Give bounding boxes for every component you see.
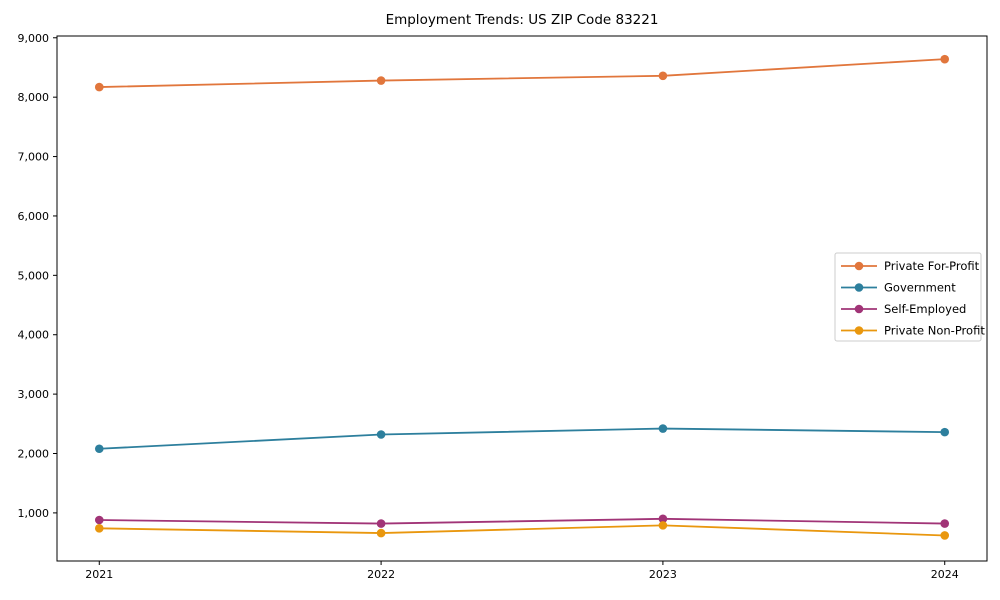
y-axis-tick-label: 3,000 [18, 388, 50, 401]
data-point-private-for-profit [940, 54, 950, 64]
y-axis-tick-label: 1,000 [18, 507, 50, 520]
legend-label: Private Non-Profit [884, 324, 985, 338]
legend-marker-icon [854, 304, 864, 314]
x-axis-tick-label: 2021 [85, 568, 113, 581]
plot-border [56, 35, 988, 562]
x-axis-tick-label: 2024 [931, 568, 959, 581]
data-point-government [376, 430, 386, 439]
series-private-non-profit [94, 521, 950, 540]
y-axis-tick-label: 7,000 [18, 151, 50, 164]
legend-label: Self-Employed [884, 302, 966, 316]
data-point-private-non-profit [658, 521, 668, 530]
data-point-self-employed [658, 514, 668, 524]
data-point-government [658, 424, 668, 433]
data-point-private-for-profit [658, 71, 668, 81]
y-axis-tick-label: 9,000 [18, 32, 50, 45]
data-point-self-employed [94, 515, 104, 525]
data-point-private-non-profit [94, 524, 104, 533]
series-line-private-for-profit [99, 58, 945, 88]
chart-title: Employment Trends: US ZIP Code 83221 [386, 12, 659, 28]
series-line-government [99, 427, 945, 450]
y-axis-tick-label: 5,000 [18, 269, 50, 282]
legend-box [834, 252, 982, 342]
x-axis-tick-label: 2023 [649, 568, 677, 581]
legend-marker-icon [854, 261, 864, 271]
y-axis-tick-label: 6,000 [18, 210, 50, 223]
data-point-private-for-profit [376, 76, 386, 85]
y-axis-tick-label: 8,000 [18, 91, 50, 104]
legend-marker-icon [854, 283, 864, 292]
data-point-self-employed [940, 519, 950, 528]
legend-label: Private For-Profit [884, 259, 980, 273]
legend-label: Government [884, 281, 956, 295]
series-self-employed [94, 514, 950, 528]
series-private-for-profit [94, 54, 950, 92]
data-point-private-non-profit [376, 528, 386, 538]
y-axis-tick-label: 4,000 [18, 329, 50, 342]
x-axis-tick-label: 2022 [367, 568, 395, 581]
data-point-private-non-profit [940, 531, 950, 540]
series-line-private-non-profit [99, 524, 945, 537]
data-point-government [940, 427, 950, 437]
series-line-self-employed [99, 517, 945, 525]
legend-marker-icon [854, 326, 864, 335]
data-point-self-employed [376, 519, 386, 528]
series-government [94, 424, 950, 454]
data-point-private-for-profit [94, 82, 104, 92]
legend [834, 252, 982, 342]
y-axis-tick-label: 2,000 [18, 448, 50, 461]
data-point-government [94, 444, 104, 454]
